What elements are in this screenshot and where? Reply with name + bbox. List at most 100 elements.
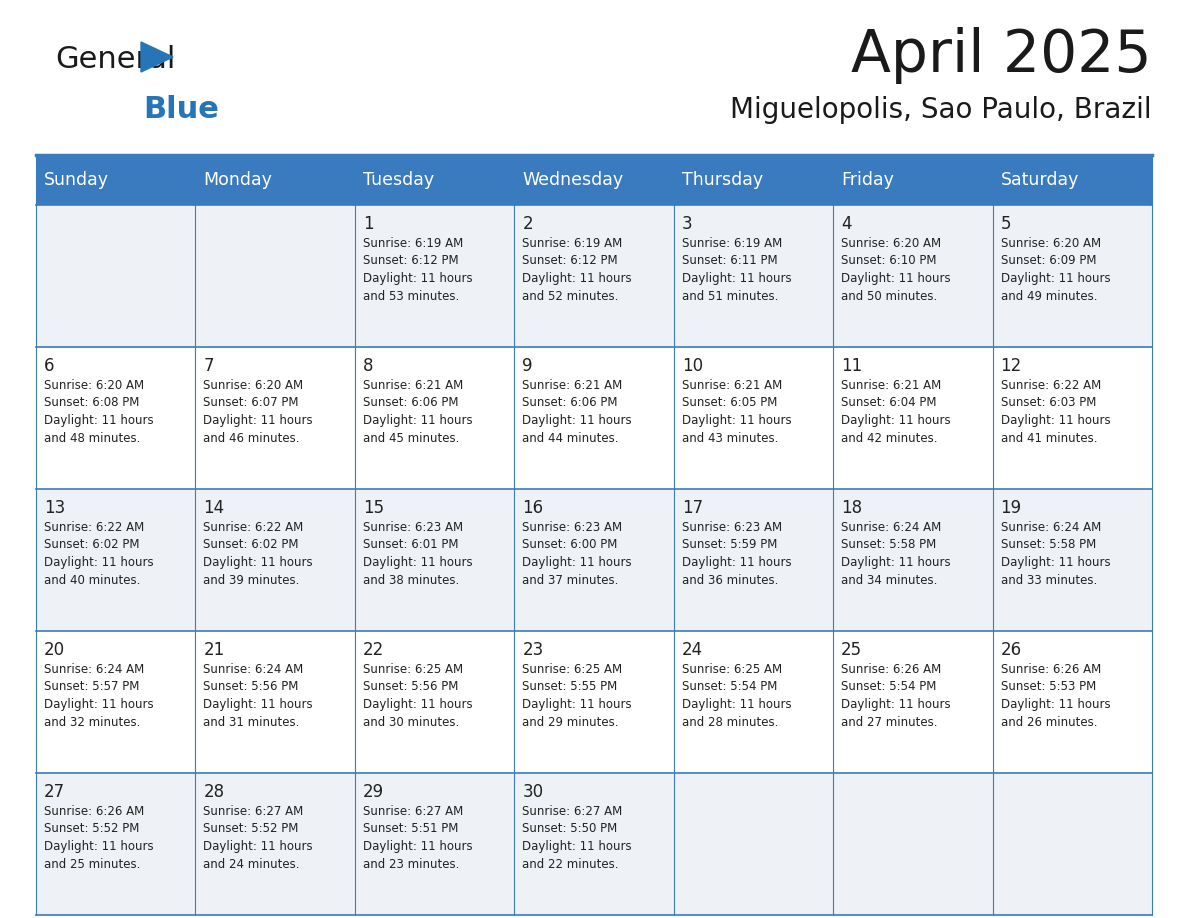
- Text: Sunrise: 6:19 AM
Sunset: 6:11 PM
Daylight: 11 hours
and 51 minutes.: Sunrise: 6:19 AM Sunset: 6:11 PM Dayligh…: [682, 237, 791, 303]
- Bar: [514, 773, 674, 915]
- Text: 12: 12: [1000, 357, 1022, 375]
- Text: Sunrise: 6:24 AM
Sunset: 5:57 PM
Daylight: 11 hours
and 32 minutes.: Sunrise: 6:24 AM Sunset: 5:57 PM Dayligh…: [44, 663, 153, 729]
- Text: 23: 23: [523, 641, 544, 659]
- Bar: [992, 205, 1152, 347]
- Bar: [36, 773, 196, 915]
- Bar: [674, 773, 833, 915]
- Text: Sunrise: 6:26 AM
Sunset: 5:52 PM
Daylight: 11 hours
and 25 minutes.: Sunrise: 6:26 AM Sunset: 5:52 PM Dayligh…: [44, 805, 153, 870]
- Text: April 2025: April 2025: [852, 27, 1152, 84]
- Bar: [355, 205, 514, 347]
- Bar: [355, 489, 514, 631]
- Text: Sunrise: 6:21 AM
Sunset: 6:06 PM
Daylight: 11 hours
and 44 minutes.: Sunrise: 6:21 AM Sunset: 6:06 PM Dayligh…: [523, 379, 632, 444]
- Bar: [36, 347, 196, 489]
- Text: Sunrise: 6:27 AM
Sunset: 5:50 PM
Daylight: 11 hours
and 22 minutes.: Sunrise: 6:27 AM Sunset: 5:50 PM Dayligh…: [523, 805, 632, 870]
- Bar: [355, 155, 514, 205]
- Text: 4: 4: [841, 215, 852, 233]
- Bar: [514, 347, 674, 489]
- Bar: [674, 155, 833, 205]
- Text: Sunday: Sunday: [44, 171, 109, 189]
- Text: General: General: [55, 45, 176, 74]
- Text: Sunrise: 6:20 AM
Sunset: 6:10 PM
Daylight: 11 hours
and 50 minutes.: Sunrise: 6:20 AM Sunset: 6:10 PM Dayligh…: [841, 237, 950, 303]
- Text: 28: 28: [203, 783, 225, 801]
- Text: 30: 30: [523, 783, 543, 801]
- Text: Sunrise: 6:26 AM
Sunset: 5:53 PM
Daylight: 11 hours
and 26 minutes.: Sunrise: 6:26 AM Sunset: 5:53 PM Dayligh…: [1000, 663, 1111, 729]
- Bar: [833, 631, 992, 773]
- Text: Sunrise: 6:23 AM
Sunset: 6:01 PM
Daylight: 11 hours
and 38 minutes.: Sunrise: 6:23 AM Sunset: 6:01 PM Dayligh…: [362, 521, 473, 587]
- Text: Sunrise: 6:23 AM
Sunset: 5:59 PM
Daylight: 11 hours
and 36 minutes.: Sunrise: 6:23 AM Sunset: 5:59 PM Dayligh…: [682, 521, 791, 587]
- Text: Monday: Monday: [203, 171, 272, 189]
- Text: 18: 18: [841, 499, 862, 517]
- Bar: [196, 489, 355, 631]
- Text: 22: 22: [362, 641, 384, 659]
- Bar: [833, 489, 992, 631]
- Text: Blue: Blue: [143, 95, 219, 124]
- Bar: [196, 347, 355, 489]
- Text: 24: 24: [682, 641, 703, 659]
- Text: 5: 5: [1000, 215, 1011, 233]
- Bar: [36, 489, 196, 631]
- Text: Sunrise: 6:19 AM
Sunset: 6:12 PM
Daylight: 11 hours
and 52 minutes.: Sunrise: 6:19 AM Sunset: 6:12 PM Dayligh…: [523, 237, 632, 303]
- Text: 2: 2: [523, 215, 533, 233]
- Bar: [674, 631, 833, 773]
- Text: Sunrise: 6:20 AM
Sunset: 6:09 PM
Daylight: 11 hours
and 49 minutes.: Sunrise: 6:20 AM Sunset: 6:09 PM Dayligh…: [1000, 237, 1111, 303]
- Text: Sunrise: 6:25 AM
Sunset: 5:56 PM
Daylight: 11 hours
and 30 minutes.: Sunrise: 6:25 AM Sunset: 5:56 PM Dayligh…: [362, 663, 473, 729]
- Text: Sunrise: 6:24 AM
Sunset: 5:56 PM
Daylight: 11 hours
and 31 minutes.: Sunrise: 6:24 AM Sunset: 5:56 PM Dayligh…: [203, 663, 314, 729]
- Text: 10: 10: [682, 357, 703, 375]
- Text: Miguelopolis, Sao Paulo, Brazil: Miguelopolis, Sao Paulo, Brazil: [731, 96, 1152, 124]
- Text: 13: 13: [44, 499, 65, 517]
- Text: Sunrise: 6:21 AM
Sunset: 6:06 PM
Daylight: 11 hours
and 45 minutes.: Sunrise: 6:21 AM Sunset: 6:06 PM Dayligh…: [362, 379, 473, 444]
- Bar: [196, 773, 355, 915]
- Bar: [992, 773, 1152, 915]
- Text: Sunrise: 6:27 AM
Sunset: 5:52 PM
Daylight: 11 hours
and 24 minutes.: Sunrise: 6:27 AM Sunset: 5:52 PM Dayligh…: [203, 805, 314, 870]
- Bar: [514, 155, 674, 205]
- Text: Sunrise: 6:27 AM
Sunset: 5:51 PM
Daylight: 11 hours
and 23 minutes.: Sunrise: 6:27 AM Sunset: 5:51 PM Dayligh…: [362, 805, 473, 870]
- Text: Sunrise: 6:26 AM
Sunset: 5:54 PM
Daylight: 11 hours
and 27 minutes.: Sunrise: 6:26 AM Sunset: 5:54 PM Dayligh…: [841, 663, 950, 729]
- Text: Saturday: Saturday: [1000, 171, 1079, 189]
- Text: 7: 7: [203, 357, 214, 375]
- Text: 20: 20: [44, 641, 65, 659]
- Text: Thursday: Thursday: [682, 171, 763, 189]
- Text: Friday: Friday: [841, 171, 895, 189]
- Text: 16: 16: [523, 499, 543, 517]
- Text: 19: 19: [1000, 499, 1022, 517]
- Bar: [833, 155, 992, 205]
- Bar: [992, 631, 1152, 773]
- Text: Sunrise: 6:24 AM
Sunset: 5:58 PM
Daylight: 11 hours
and 34 minutes.: Sunrise: 6:24 AM Sunset: 5:58 PM Dayligh…: [841, 521, 950, 587]
- Text: Sunrise: 6:22 AM
Sunset: 6:02 PM
Daylight: 11 hours
and 40 minutes.: Sunrise: 6:22 AM Sunset: 6:02 PM Dayligh…: [44, 521, 153, 587]
- Bar: [355, 347, 514, 489]
- Bar: [196, 155, 355, 205]
- Text: Sunrise: 6:20 AM
Sunset: 6:07 PM
Daylight: 11 hours
and 46 minutes.: Sunrise: 6:20 AM Sunset: 6:07 PM Dayligh…: [203, 379, 314, 444]
- Bar: [36, 205, 196, 347]
- Bar: [36, 631, 196, 773]
- Bar: [36, 155, 196, 205]
- Text: 29: 29: [362, 783, 384, 801]
- Text: Sunrise: 6:22 AM
Sunset: 6:02 PM
Daylight: 11 hours
and 39 minutes.: Sunrise: 6:22 AM Sunset: 6:02 PM Dayligh…: [203, 521, 314, 587]
- Bar: [833, 773, 992, 915]
- Text: Sunrise: 6:22 AM
Sunset: 6:03 PM
Daylight: 11 hours
and 41 minutes.: Sunrise: 6:22 AM Sunset: 6:03 PM Dayligh…: [1000, 379, 1111, 444]
- Text: 21: 21: [203, 641, 225, 659]
- Bar: [992, 155, 1152, 205]
- Text: 27: 27: [44, 783, 65, 801]
- Text: Sunrise: 6:19 AM
Sunset: 6:12 PM
Daylight: 11 hours
and 53 minutes.: Sunrise: 6:19 AM Sunset: 6:12 PM Dayligh…: [362, 237, 473, 303]
- Text: 11: 11: [841, 357, 862, 375]
- Bar: [514, 205, 674, 347]
- Text: 25: 25: [841, 641, 862, 659]
- Bar: [833, 205, 992, 347]
- Bar: [674, 347, 833, 489]
- Text: 9: 9: [523, 357, 532, 375]
- Text: 26: 26: [1000, 641, 1022, 659]
- Text: Sunrise: 6:25 AM
Sunset: 5:55 PM
Daylight: 11 hours
and 29 minutes.: Sunrise: 6:25 AM Sunset: 5:55 PM Dayligh…: [523, 663, 632, 729]
- Bar: [992, 347, 1152, 489]
- Text: 3: 3: [682, 215, 693, 233]
- Bar: [355, 773, 514, 915]
- Text: Sunrise: 6:24 AM
Sunset: 5:58 PM
Daylight: 11 hours
and 33 minutes.: Sunrise: 6:24 AM Sunset: 5:58 PM Dayligh…: [1000, 521, 1111, 587]
- Bar: [514, 489, 674, 631]
- Bar: [196, 631, 355, 773]
- Text: Sunrise: 6:21 AM
Sunset: 6:04 PM
Daylight: 11 hours
and 42 minutes.: Sunrise: 6:21 AM Sunset: 6:04 PM Dayligh…: [841, 379, 950, 444]
- Text: Sunrise: 6:23 AM
Sunset: 6:00 PM
Daylight: 11 hours
and 37 minutes.: Sunrise: 6:23 AM Sunset: 6:00 PM Dayligh…: [523, 521, 632, 587]
- Bar: [833, 347, 992, 489]
- Text: 15: 15: [362, 499, 384, 517]
- Bar: [674, 489, 833, 631]
- Bar: [514, 631, 674, 773]
- Text: Wednesday: Wednesday: [523, 171, 624, 189]
